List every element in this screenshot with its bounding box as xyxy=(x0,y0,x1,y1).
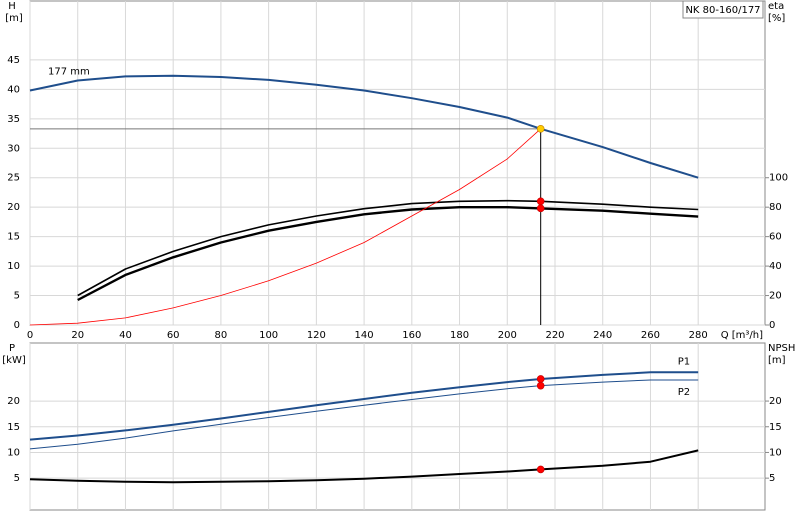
x-tick-label: 140 xyxy=(355,330,374,341)
y-tick-label: 20 xyxy=(7,396,20,407)
series-line xyxy=(29,449,699,484)
y-axis-label: P xyxy=(9,343,15,354)
operating-marker xyxy=(536,375,545,383)
x-tick-label: 60 xyxy=(167,330,180,341)
operating-marker xyxy=(536,197,545,206)
series-line xyxy=(77,206,699,302)
y-tick-label: 15 xyxy=(7,422,20,433)
y2-axis-unit: [%] xyxy=(768,13,785,24)
y2-tick-label: 40 xyxy=(769,261,782,272)
y2-tick-label: 20 xyxy=(769,396,782,407)
x-tick-label: 200 xyxy=(498,330,517,341)
series-line xyxy=(29,128,541,326)
legend-text: NK 80-160/177 xyxy=(685,5,760,16)
x-tick-label: 40 xyxy=(119,330,132,341)
operating-marker xyxy=(536,125,545,133)
y-axis-unit: [m] xyxy=(5,13,23,24)
y2-tick-label: 80 xyxy=(769,202,782,213)
x-tick-label: 280 xyxy=(689,330,708,341)
y2-tick-label: 60 xyxy=(769,232,782,243)
y-tick-label: 45 xyxy=(7,55,20,66)
y2-axis-unit: [m] xyxy=(768,355,786,366)
operating-marker xyxy=(536,204,545,213)
y-tick-label: 25 xyxy=(7,173,20,184)
series-label: P1 xyxy=(678,356,690,367)
series-line xyxy=(29,74,699,179)
x-tick-label: 120 xyxy=(307,330,326,341)
y-tick-label: 5 xyxy=(14,473,20,484)
y2-tick-label: 20 xyxy=(769,291,782,302)
y-tick-label: 35 xyxy=(7,114,20,125)
x-tick-label: 20 xyxy=(71,330,84,341)
x-tick-label: 180 xyxy=(450,330,469,341)
y2-axis-label: NPSH xyxy=(768,343,795,354)
x-tick-label: 100 xyxy=(259,330,278,341)
y2-tick-label: 0 xyxy=(769,320,775,331)
y2-tick-label: 5 xyxy=(769,473,775,484)
y2-tick-label: 15 xyxy=(769,422,782,433)
y-tick-label: 10 xyxy=(7,447,20,458)
y-tick-label: 30 xyxy=(7,143,20,154)
y2-tick-label: 100 xyxy=(769,173,788,184)
y2-tick-label: 10 xyxy=(769,447,782,458)
series-label: 177 mm xyxy=(48,67,90,78)
series-label: P2 xyxy=(678,387,690,398)
y2-axis-label: eta xyxy=(768,1,784,12)
y-tick-label: 20 xyxy=(7,202,20,213)
x-tick-label: 260 xyxy=(641,330,660,341)
y-axis-label: H xyxy=(8,1,16,12)
x-tick-label: 160 xyxy=(402,330,421,341)
legend-box xyxy=(682,0,764,19)
operating-marker xyxy=(536,465,545,474)
x-tick-label: 80 xyxy=(215,330,228,341)
y-tick-label: 5 xyxy=(14,291,20,302)
y-tick-label: 15 xyxy=(7,232,20,243)
series-line xyxy=(77,199,699,297)
y-tick-label: 40 xyxy=(7,84,20,95)
y-tick-label: 10 xyxy=(7,261,20,272)
x-tick-label: 240 xyxy=(593,330,612,341)
x-tick-label: 0 xyxy=(27,330,33,341)
series-line xyxy=(29,371,699,441)
x-tick-label: 220 xyxy=(545,330,564,341)
x-axis-label: Q [m³/h] xyxy=(721,330,763,341)
y-tick-label: 0 xyxy=(14,320,20,331)
operating-marker xyxy=(536,381,545,390)
y-axis-unit: [kW] xyxy=(2,355,26,366)
series-line xyxy=(29,379,699,450)
